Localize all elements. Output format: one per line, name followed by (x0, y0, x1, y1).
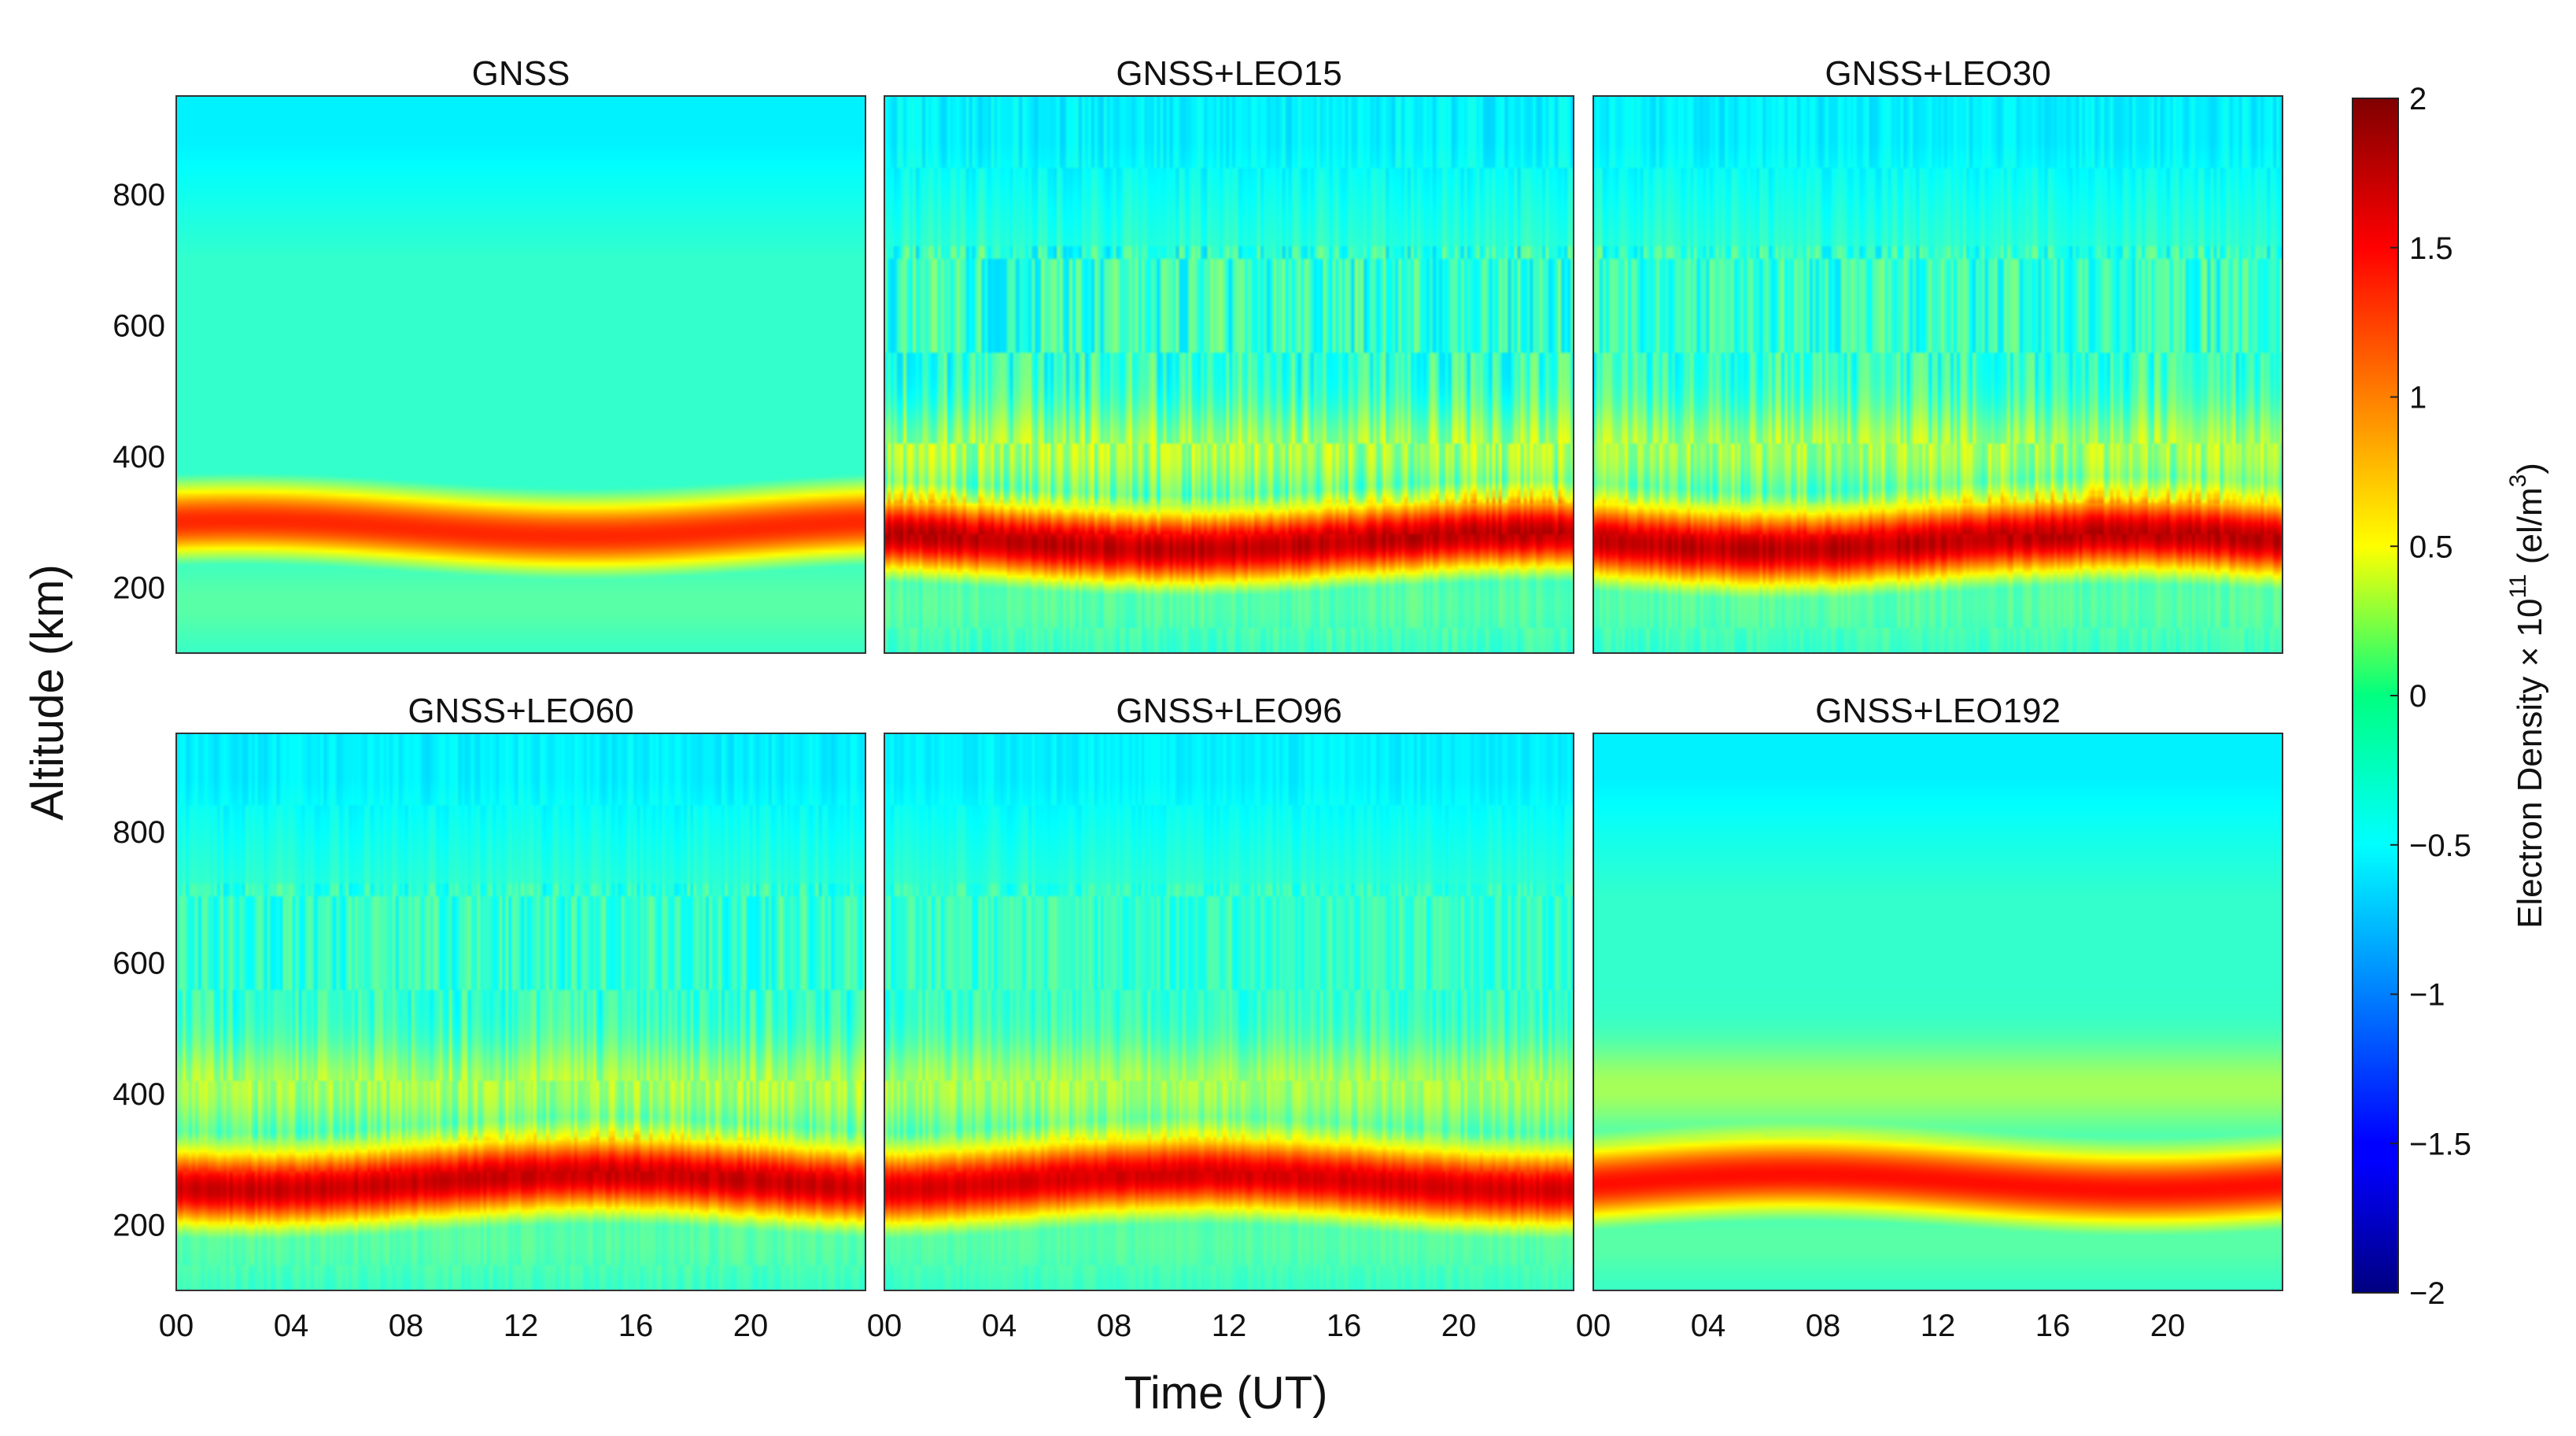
y-tick-label: 200 (113, 1209, 165, 1243)
x-tick-label: 20 (1441, 1309, 1477, 1343)
colorbar-tick-label: 1.5 (2409, 231, 2453, 266)
panel-frame (1592, 95, 2283, 654)
panel-frame (1592, 733, 2283, 1291)
heatmap-image (884, 96, 1574, 653)
colorbar-ticks: 2 1.5 1 0.5 0 −0.5 −1 −1.5 −2 (2390, 82, 2471, 1311)
panel-frame (175, 733, 866, 1291)
panel-gnss-leo30 (1592, 95, 2283, 654)
heatmap-image (1593, 96, 2283, 653)
heatmap-image (884, 733, 1574, 1290)
x-tick-label: 08 (389, 1309, 424, 1343)
colorbar: 2 1.5 1 0.5 0 −0.5 −1 −1.5 −2 Electron Density ×… (2352, 82, 2549, 1311)
panel-gnss-leo192 (1592, 733, 2283, 1291)
panels-layer (175, 95, 2283, 1291)
x-tick-label: 16 (1327, 1309, 1362, 1343)
panel-title: GNSS+LEO30 (1825, 54, 2050, 93)
panel-frame (175, 95, 866, 654)
heatmap-image (176, 733, 865, 1290)
panel-title: GNSS+LEO15 (1116, 54, 1342, 93)
panel-gnss-leo15 (884, 95, 1574, 654)
x-tick-label: 20 (2150, 1309, 2186, 1343)
x-tick-label: 04 (982, 1309, 1017, 1343)
colorbar-tick-label: 0 (2409, 679, 2427, 714)
y-tick-label: 400 (113, 440, 165, 474)
colorbar-tick-label: 2 (2409, 82, 2427, 116)
x-tick-label: 00 (159, 1309, 194, 1343)
y-tick-label: 800 (113, 178, 165, 212)
panel-title: GNSS (472, 54, 570, 93)
y-tick-label: 200 (113, 571, 165, 606)
panel-frame (884, 95, 1574, 654)
y-tick-label: 600 (113, 309, 165, 344)
x-tick-label: 00 (1576, 1309, 1611, 1343)
panel-title: GNSS+LEO96 (1116, 692, 1342, 730)
colorbar-tick-label: 1 (2409, 381, 2427, 415)
x-tick-label: 12 (504, 1309, 539, 1343)
y-tick-label: 800 (113, 815, 165, 850)
x-tick-label: 00 (867, 1309, 902, 1343)
x-tick-label: 04 (1691, 1309, 1726, 1343)
x-tick-label: 04 (274, 1309, 309, 1343)
x-tick-label: 12 (1921, 1309, 1956, 1343)
x-tick-label: 20 (733, 1309, 769, 1343)
panel-frame (884, 733, 1574, 1291)
panel-gnss-leo60 (175, 733, 866, 1291)
colorbar-tick-label: 0.5 (2409, 530, 2453, 564)
panel-title: GNSS+LEO192 (1815, 692, 2061, 730)
x-tick-label: 08 (1097, 1309, 1132, 1343)
x-tick-label: 16 (2035, 1309, 2071, 1343)
heatmap-image (176, 96, 865, 653)
panel-title: GNSS+LEO60 (408, 692, 633, 730)
colorbar-label: Electron Density × 1011 (el/m3) (2505, 463, 2549, 928)
colorbar-tick-label: −1 (2409, 978, 2445, 1013)
x-tick-label: 12 (1212, 1309, 1247, 1343)
colorbar-tick-label: −0.5 (2409, 829, 2471, 863)
y-tick-label: 400 (113, 1077, 165, 1112)
heatmap-image (1593, 733, 2283, 1290)
colorbar-tick-label: −1.5 (2409, 1127, 2471, 1161)
panel-gnss-leo96 (884, 733, 1574, 1291)
x-axis-label: Time (UT) (1124, 1368, 1328, 1419)
y-axis-label: Altitude (km) (22, 564, 73, 821)
colorbar-tick-label: −2 (2409, 1276, 2445, 1311)
y-tick-label: 600 (113, 947, 165, 981)
panel-gnss (175, 95, 866, 654)
x-tick-label: 08 (1806, 1309, 1841, 1343)
x-tick-label: 16 (618, 1309, 654, 1343)
